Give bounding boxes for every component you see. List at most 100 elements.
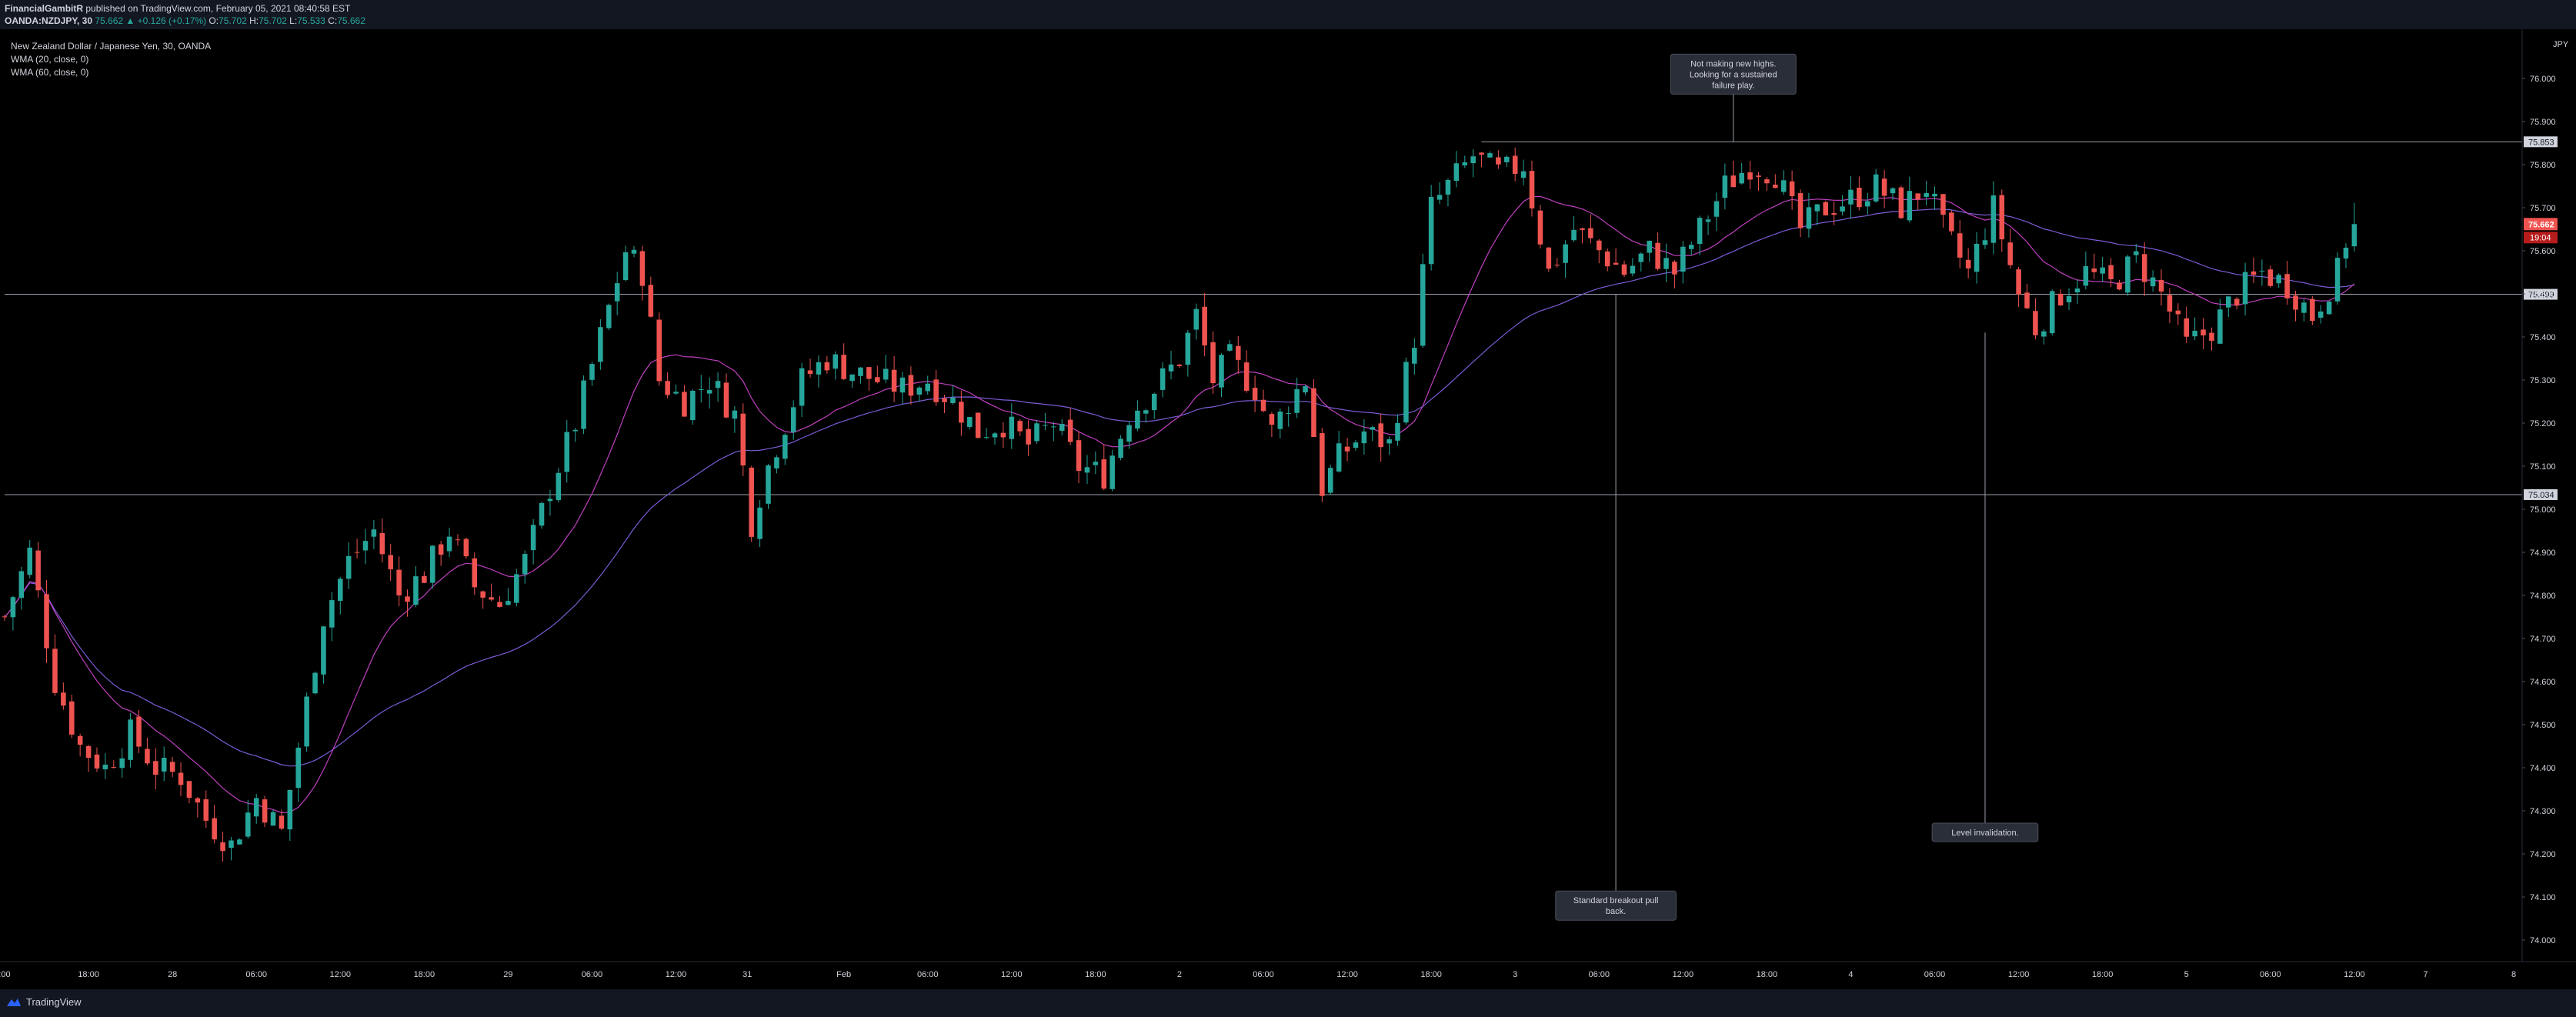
open-label: O: <box>209 15 219 26</box>
y-tick-label: 74.500 <box>2530 721 2556 730</box>
axes[interactable]: 76.00075.90075.80075.70075.60075.50075.4… <box>0 29 2576 979</box>
x-tick-label: 12:00 <box>330 970 352 979</box>
candle-body <box>438 544 444 555</box>
candle-body <box>1705 219 1711 222</box>
footer: TradingView <box>0 989 2576 1017</box>
candle-body <box>480 591 486 598</box>
x-tick-label: 12:00 <box>1336 970 1358 979</box>
candle-body <box>992 433 998 438</box>
candle-body <box>1219 355 1224 388</box>
tradingview-brand[interactable]: TradingView <box>6 996 82 1008</box>
candle-body <box>1604 251 1610 267</box>
annotation-box[interactable] <box>1670 53 1797 95</box>
candle-body <box>1026 428 1031 445</box>
candle-body <box>1915 193 1920 200</box>
candle-body <box>875 377 880 382</box>
high-label: H: <box>249 15 259 26</box>
annotation-box[interactable] <box>1931 822 2039 842</box>
candle-body <box>2317 311 2324 318</box>
candle-body <box>530 525 536 551</box>
candle-body <box>304 696 309 747</box>
candle-body <box>35 550 41 591</box>
candle-body <box>1252 388 1258 401</box>
candle-body <box>2234 298 2240 306</box>
candle-body <box>1168 364 1174 372</box>
candle-body <box>682 392 687 417</box>
low-label: L: <box>289 15 298 26</box>
candle-body <box>2201 329 2206 335</box>
candle-body <box>245 812 251 837</box>
candle-body <box>564 432 570 472</box>
annotation-box[interactable] <box>1555 890 1677 921</box>
publisher-name[interactable]: FinancialGambitR <box>5 3 84 14</box>
candle-body <box>648 285 654 317</box>
level-price-tag <box>2524 136 2558 148</box>
candle-body <box>396 569 402 595</box>
candle-body <box>614 283 620 302</box>
candle-body <box>2108 265 2114 279</box>
candle-body <box>1386 439 1392 444</box>
candle-body <box>1680 246 1686 272</box>
candle-body <box>732 410 738 419</box>
candle-body <box>136 716 142 747</box>
candle-body <box>10 597 16 618</box>
candle-body <box>1982 240 1988 245</box>
candle-body <box>1831 212 1837 215</box>
candle-body <box>1730 175 1737 188</box>
horizontal-levels[interactable]: 75.853 75.499 75.034 <box>5 136 2558 500</box>
candle-body <box>1336 443 1342 472</box>
candle-body <box>2351 224 2357 247</box>
candle-body <box>2259 270 2265 272</box>
x-tick-label: :00 <box>0 970 11 979</box>
symbol-info: OANDA:NZDJPY, 30 75.662 ▲ +0.126 (+0.17%… <box>5 15 365 26</box>
candle-body <box>2007 242 2013 265</box>
candle-body <box>514 574 519 603</box>
candle-body <box>1479 152 1484 155</box>
candle-body <box>959 402 964 423</box>
candle-body <box>1420 264 1426 346</box>
current-price-tag <box>2524 218 2558 231</box>
candle-body <box>2141 254 2147 282</box>
candle-body <box>1412 348 1417 364</box>
candle-body <box>2276 275 2281 284</box>
candle-body <box>1747 172 1753 180</box>
candle-body <box>1940 194 1946 215</box>
candle-body <box>1277 411 1283 429</box>
x-tick-label: 18:00 <box>2092 970 2114 979</box>
candle-body <box>622 252 629 281</box>
candle-body <box>212 818 217 840</box>
candle-body <box>1067 419 1073 442</box>
candle-body <box>589 364 595 380</box>
high-value: 75.702 <box>259 15 287 26</box>
annotations[interactable]: Not making new highs. Looking for a susta… <box>1555 53 2039 921</box>
candle-body <box>2267 269 2274 286</box>
candle-body <box>27 547 32 575</box>
x-tick-label: 29 <box>503 970 512 979</box>
price-chart[interactable]: 75.853 75.499 75.034 Not making new highs.… <box>0 29 2576 989</box>
y-tick-label: 74.000 <box>2530 936 2556 945</box>
candle-body <box>1436 195 1443 200</box>
open-value: 75.702 <box>219 15 247 26</box>
candle-body <box>195 798 201 803</box>
chart-legend: New Zealand Dollar / Japanese Yen, 30, O… <box>11 41 211 78</box>
candle-body <box>321 626 326 675</box>
wma-20-line <box>4 195 2355 814</box>
last-price: 75.662 <box>95 15 124 26</box>
candle-body <box>522 554 528 575</box>
candle-body <box>2167 295 2173 312</box>
candle-body <box>18 571 25 599</box>
candle-body <box>757 507 762 539</box>
candle-body <box>1621 264 1627 275</box>
x-tick-label: 31 <box>742 970 752 979</box>
candle-body <box>598 327 603 362</box>
x-tick-label: 18:00 <box>78 970 99 979</box>
candle-body <box>950 397 956 404</box>
candle-body <box>556 472 562 500</box>
candle-body <box>606 305 612 328</box>
candle-body <box>1806 207 1812 229</box>
candle-body <box>1529 171 1535 208</box>
x-tick-label: 3 <box>1513 970 1517 979</box>
x-tick-label: 18:00 <box>1420 970 1442 979</box>
x-tick-label: 4 <box>1848 970 1853 979</box>
candle-body <box>1546 247 1552 269</box>
